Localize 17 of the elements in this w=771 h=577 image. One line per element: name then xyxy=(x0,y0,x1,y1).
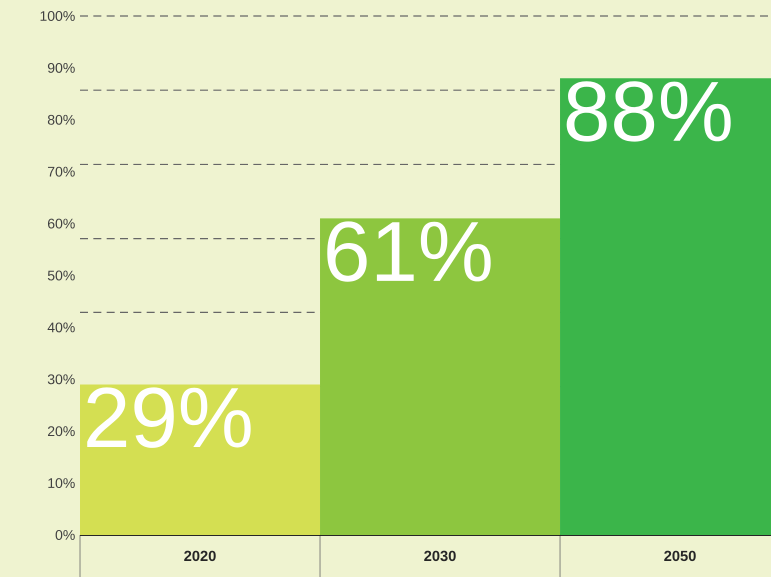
y-tick-label: 50% xyxy=(48,270,75,280)
y-tick-label: 30% xyxy=(48,374,75,384)
data-label: 29% xyxy=(87,387,251,448)
data-label: 61% xyxy=(327,221,491,282)
y-tick-label: 100% xyxy=(40,11,75,21)
x-tick-label: 2030 xyxy=(424,550,456,562)
y-tick-label: 60% xyxy=(48,218,75,229)
y-tick-label: 80% xyxy=(48,114,75,125)
x-tick-label: 2050 xyxy=(664,550,696,562)
y-tick-label: 70% xyxy=(48,166,75,177)
data-label: 88% xyxy=(566,81,731,142)
y-tick-label: 90% xyxy=(48,62,75,73)
x-tick-label: 2020 xyxy=(184,550,216,562)
y-tick-label: 20% xyxy=(48,426,75,436)
y-tick-label: 10% xyxy=(48,478,75,488)
y-tick-label: 40% xyxy=(48,322,75,332)
y-tick-label: 0% xyxy=(56,530,75,540)
